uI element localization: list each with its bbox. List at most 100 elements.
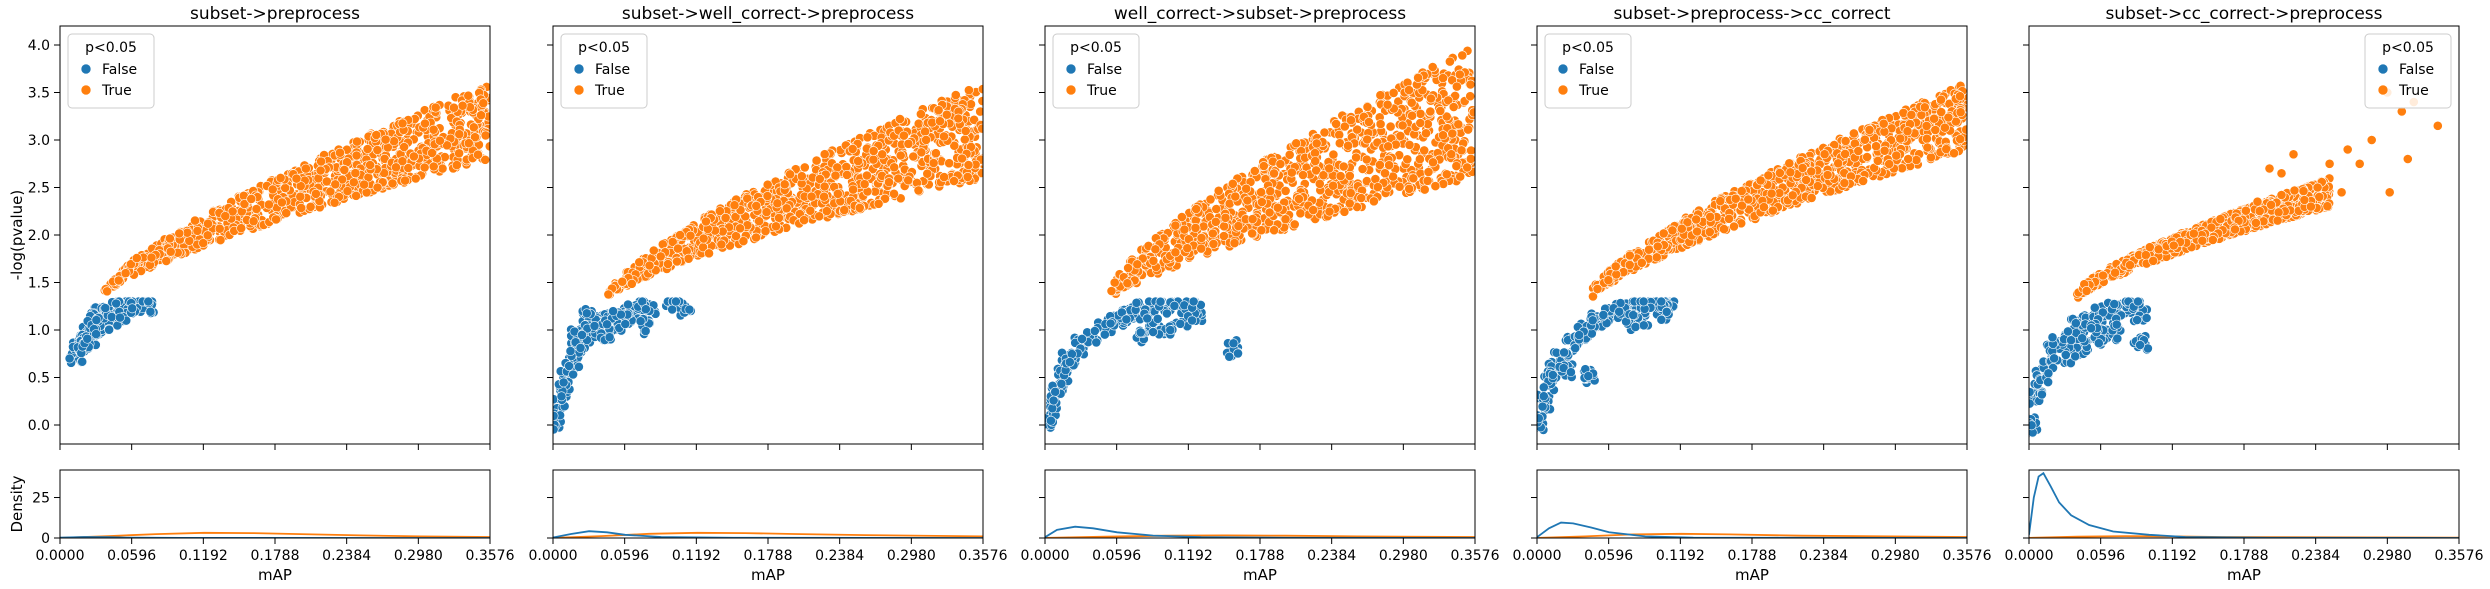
point-true — [893, 173, 904, 184]
x-tick-label: 0.0596 — [600, 548, 649, 564]
x-tick-label: 0.1192 — [672, 548, 721, 564]
point-false — [640, 304, 651, 315]
point-true — [1177, 212, 1187, 222]
point-true — [251, 204, 262, 214]
point-true — [648, 245, 659, 256]
y-tick-label: 2.0 — [28, 228, 50, 244]
point-false — [1135, 327, 1146, 338]
point-false — [1077, 333, 1087, 344]
point-true — [842, 169, 852, 180]
point-true — [1422, 175, 1433, 186]
point-true — [365, 160, 375, 170]
legend-marker-false — [1065, 63, 1077, 75]
point-true — [1428, 157, 1438, 168]
point-true — [198, 238, 209, 248]
point-true — [1415, 154, 1425, 165]
point-false — [1547, 369, 1558, 380]
point-false — [1538, 391, 1549, 402]
point-true — [227, 206, 238, 217]
point-true — [698, 233, 709, 244]
legend-entry-false: False — [1579, 62, 1614, 78]
point-true — [1284, 149, 1295, 160]
point-true — [380, 134, 391, 145]
point-true — [785, 169, 795, 180]
point-true — [1785, 167, 1796, 178]
point-false — [1628, 310, 1639, 320]
point-true — [1230, 191, 1241, 202]
point-true — [720, 212, 731, 223]
point-true — [868, 146, 879, 156]
point-false — [1559, 347, 1569, 358]
point-true — [859, 179, 870, 189]
point-true — [371, 130, 382, 140]
point-true — [950, 90, 961, 100]
x-tick-label: 0.0000 — [1513, 548, 1562, 564]
point-true — [315, 165, 326, 176]
point-true — [854, 202, 865, 213]
point-true — [975, 106, 983, 117]
point-true — [814, 173, 825, 184]
point-true — [325, 186, 336, 197]
point-true — [944, 158, 955, 169]
point-true — [1211, 204, 1222, 214]
point-true — [1743, 194, 1754, 205]
point-true — [351, 190, 361, 201]
density-axes — [59, 469, 491, 539]
point-true — [762, 191, 773, 201]
x-tick-label: 0.1788 — [1728, 548, 1777, 564]
density-curves — [60, 531, 490, 538]
point-true — [1170, 220, 1181, 231]
y-tick-label: 0.5 — [28, 371, 50, 387]
point-false — [1574, 330, 1584, 340]
point-true — [1895, 133, 1906, 144]
point-true — [1736, 186, 1747, 196]
point-false — [1630, 321, 1641, 332]
point-true — [1949, 148, 1959, 159]
point-true — [1334, 129, 1345, 140]
point-true — [419, 162, 430, 173]
point-true — [1344, 198, 1355, 209]
point-true — [1150, 244, 1161, 255]
point-true — [1592, 283, 1603, 294]
point-true — [146, 252, 157, 263]
scatter-points — [1537, 80, 1967, 435]
point-true — [1768, 205, 1778, 216]
point-true — [935, 116, 945, 127]
point-true — [931, 148, 941, 159]
point-true — [1926, 152, 1936, 163]
point-true — [920, 126, 930, 137]
point-true — [675, 230, 685, 240]
point-true — [362, 144, 373, 154]
point-true — [310, 188, 321, 199]
point-true — [1280, 214, 1291, 225]
point-true — [1220, 212, 1231, 223]
point-true — [701, 216, 711, 227]
point-true — [922, 168, 933, 179]
point-true — [1298, 170, 1308, 180]
point-true — [1839, 178, 1850, 188]
point-true — [1704, 226, 1715, 237]
point-false — [143, 296, 154, 307]
point-true — [877, 149, 888, 160]
point-true — [321, 176, 332, 187]
point-true — [1208, 238, 1219, 249]
point-false — [574, 361, 584, 372]
x-tick-label: 0.0000 — [1021, 548, 1070, 564]
legend-entry-true: True — [1578, 83, 1609, 99]
point-true — [760, 226, 771, 236]
point-true — [1849, 128, 1859, 139]
point-true — [478, 98, 489, 109]
point-true — [1692, 226, 1702, 237]
point-true — [862, 170, 872, 181]
point-true — [1822, 170, 1833, 180]
point-true — [949, 140, 960, 151]
point-true — [1862, 152, 1872, 162]
point-true — [969, 114, 979, 125]
point-true — [799, 215, 809, 225]
y-tick-label: 4.0 — [28, 38, 50, 54]
